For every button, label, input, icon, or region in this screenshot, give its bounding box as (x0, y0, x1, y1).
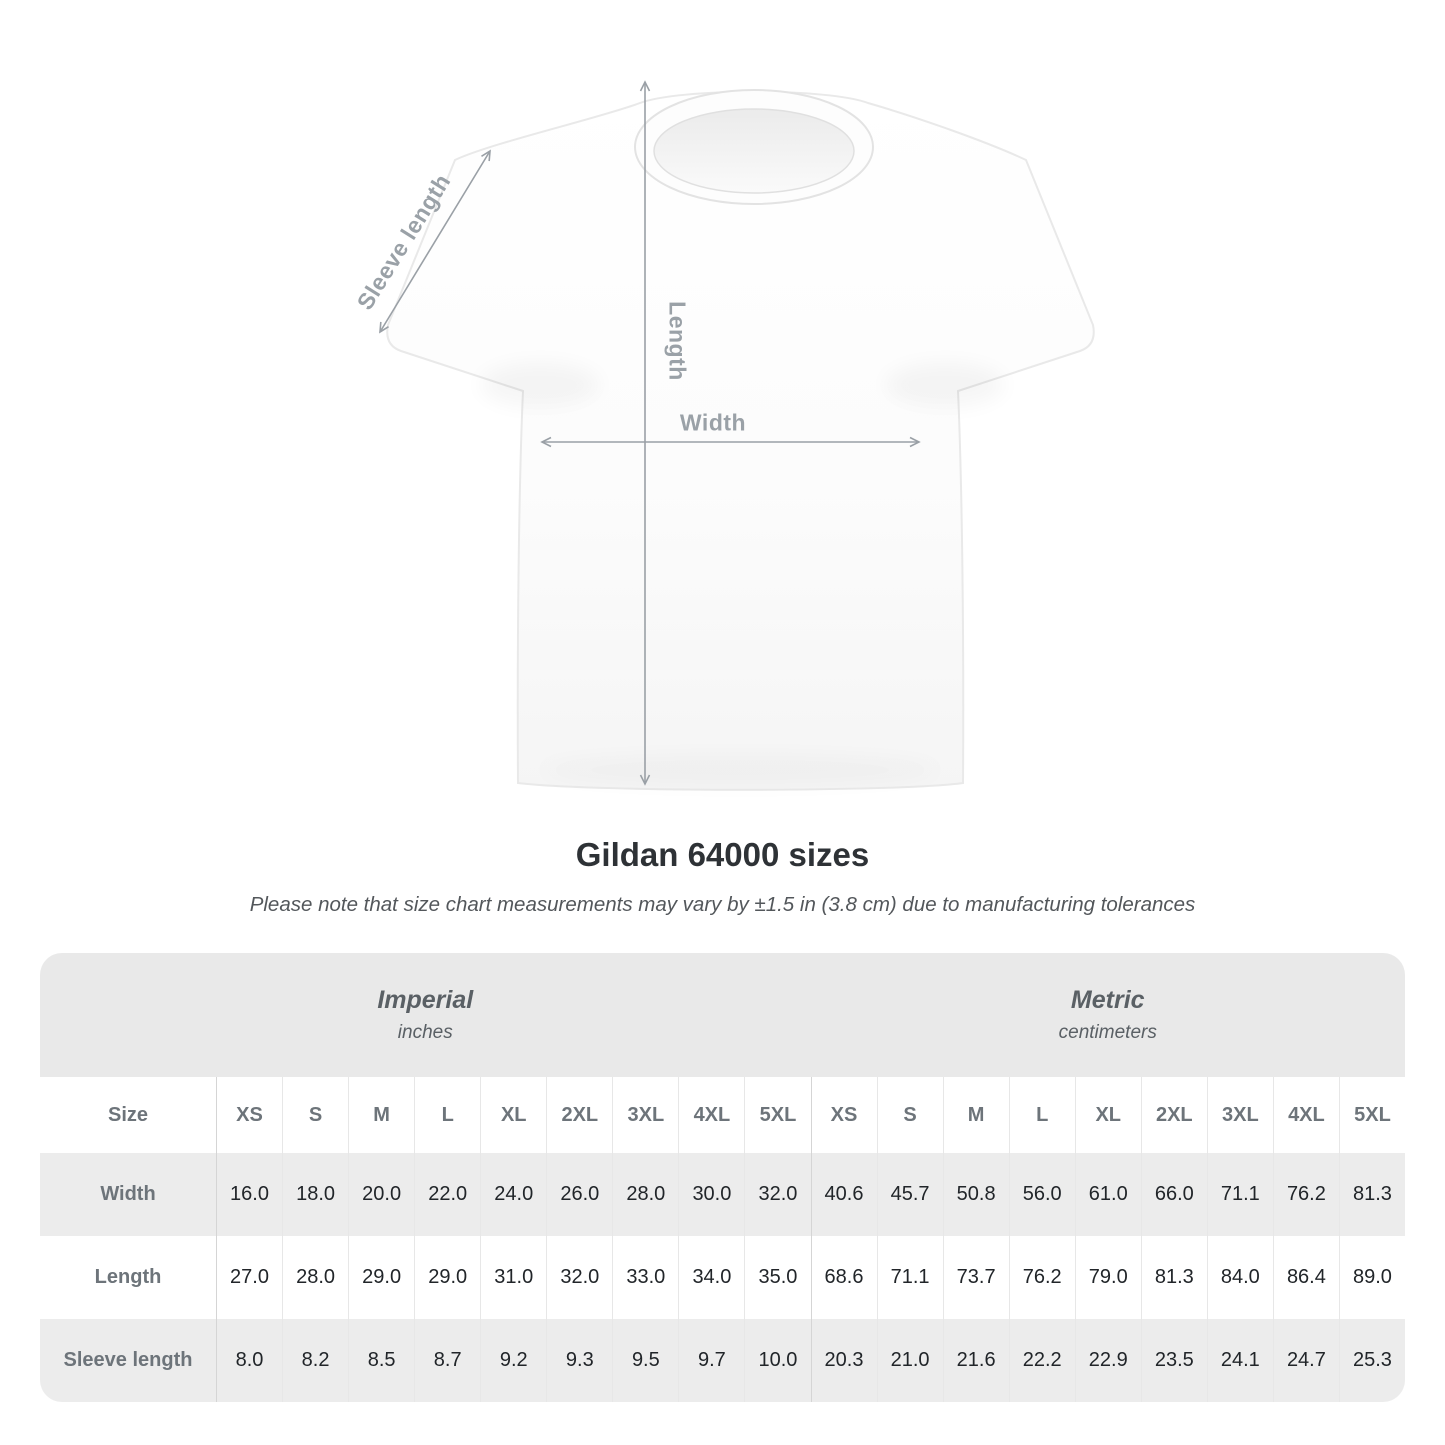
imperial-header: Imperial inches (40, 953, 811, 1077)
table-cell: 23.5 (1140, 1319, 1207, 1402)
size-col-header: 5XL (1338, 1077, 1405, 1153)
size-table: Imperial inches Metric centimeters Size … (40, 953, 1405, 1402)
table-cell: 31.0 (480, 1236, 547, 1319)
table-cell: 84.0 (1206, 1236, 1273, 1319)
table-cell: 9.5 (612, 1319, 679, 1402)
table-cell: 28.0 (282, 1236, 349, 1319)
table-cell: 9.7 (678, 1319, 745, 1402)
size-col-header: L (1008, 1077, 1075, 1153)
size-col-header: XL (1074, 1077, 1141, 1153)
table-cell: 61.0 (1074, 1153, 1141, 1236)
table-cell: 76.2 (1008, 1236, 1075, 1319)
row-label-width: Width (40, 1153, 216, 1236)
table-cell: 79.0 (1074, 1236, 1141, 1319)
table-cell: 24.7 (1272, 1319, 1339, 1402)
table-cell: 81.3 (1338, 1153, 1405, 1236)
metric-header: Metric centimeters (810, 953, 1405, 1077)
size-col-header: M (942, 1077, 1009, 1153)
size-col-header: M (348, 1077, 415, 1153)
table-cell: 30.0 (678, 1153, 745, 1236)
metric-unit: centimeters (1058, 1022, 1157, 1043)
table-cell: 66.0 (1140, 1153, 1207, 1236)
size-col-header: 3XL (612, 1077, 679, 1153)
width-label: Width (679, 409, 747, 436)
table-cell: 68.6 (810, 1236, 877, 1319)
table-cell: 50.8 (942, 1153, 1009, 1236)
size-col-header: 5XL (744, 1077, 811, 1153)
table-cell: 71.1 (1206, 1153, 1273, 1236)
size-col-header: 4XL (1272, 1077, 1339, 1153)
table-cell: 89.0 (1338, 1236, 1405, 1319)
size-row-label: Size (40, 1077, 216, 1153)
size-col-header: 2XL (1140, 1077, 1207, 1153)
size-col-header: XS (810, 1077, 877, 1153)
table-cell: 76.2 (1272, 1153, 1339, 1236)
table-cell: 21.6 (942, 1319, 1009, 1402)
table-cell: 29.0 (348, 1236, 415, 1319)
table-cell: 9.3 (546, 1319, 613, 1402)
sleeve-length-arrow (379, 149, 491, 334)
row-label-sleeve-length: Sleeve length (40, 1319, 216, 1402)
table-cell: 40.6 (810, 1153, 877, 1236)
table-cell: 8.5 (348, 1319, 415, 1402)
table-cell: 10.0 (744, 1319, 811, 1402)
size-col-header: XS (216, 1077, 283, 1153)
collar (634, 89, 874, 205)
table-cell: 22.0 (414, 1153, 481, 1236)
table-cell: 56.0 (1008, 1153, 1075, 1236)
table-cell: 81.3 (1140, 1236, 1207, 1319)
table-cell: 71.1 (876, 1236, 943, 1319)
tshirt-measurement-diagram: Sleeve length Length Width (352, 80, 1095, 791)
table-cell: 22.9 (1074, 1319, 1141, 1402)
size-col-header: XL (480, 1077, 547, 1153)
length-label: Length (664, 301, 691, 381)
imperial-unit: inches (397, 1022, 453, 1043)
table-cell: 26.0 (546, 1153, 613, 1236)
table-cell: 86.4 (1272, 1236, 1339, 1319)
tshirt-shape (386, 89, 1095, 791)
table-cell: 28.0 (612, 1153, 679, 1236)
size-col-header: L (414, 1077, 481, 1153)
size-col-header: S (282, 1077, 349, 1153)
table-cell: 25.3 (1338, 1319, 1405, 1402)
tshirt-illustration (379, 80, 1095, 791)
page-title: Gildan 64000 sizes (575, 836, 870, 873)
table-cell: 24.1 (1206, 1319, 1273, 1402)
table-cell: 35.0 (744, 1236, 811, 1319)
table-cell: 32.0 (744, 1153, 811, 1236)
table-cell: 27.0 (216, 1236, 283, 1319)
table-cell: 29.0 (414, 1236, 481, 1319)
table-cell: 8.2 (282, 1319, 349, 1402)
measurement-arrows (379, 80, 921, 786)
size-col-header: 3XL (1206, 1077, 1273, 1153)
table-cell: 20.3 (810, 1319, 877, 1402)
table-cell: 73.7 (942, 1236, 1009, 1319)
imperial-label: Imperial (377, 986, 474, 1014)
table-cell: 20.0 (348, 1153, 415, 1236)
table-cell: 45.7 (876, 1153, 943, 1236)
size-col-header: 4XL (678, 1077, 745, 1153)
size-col-header: S (876, 1077, 943, 1153)
tolerance-note: Please note that size chart measurements… (249, 893, 1196, 916)
table-cell: 16.0 (216, 1153, 283, 1236)
table-cell: 34.0 (678, 1236, 745, 1319)
table-cell: 33.0 (612, 1236, 679, 1319)
table-cell: 8.0 (216, 1319, 283, 1402)
table-cell: 24.0 (480, 1153, 547, 1236)
table-cell: 18.0 (282, 1153, 349, 1236)
row-label-length: Length (40, 1236, 216, 1319)
metric-label: Metric (1070, 986, 1145, 1014)
table-cell: 8.7 (414, 1319, 481, 1402)
size-col-header: 2XL (546, 1077, 613, 1153)
table-cell: 21.0 (876, 1319, 943, 1402)
table-cell: 9.2 (480, 1319, 547, 1402)
table-cell: 32.0 (546, 1236, 613, 1319)
table-cell: 22.2 (1008, 1319, 1075, 1402)
